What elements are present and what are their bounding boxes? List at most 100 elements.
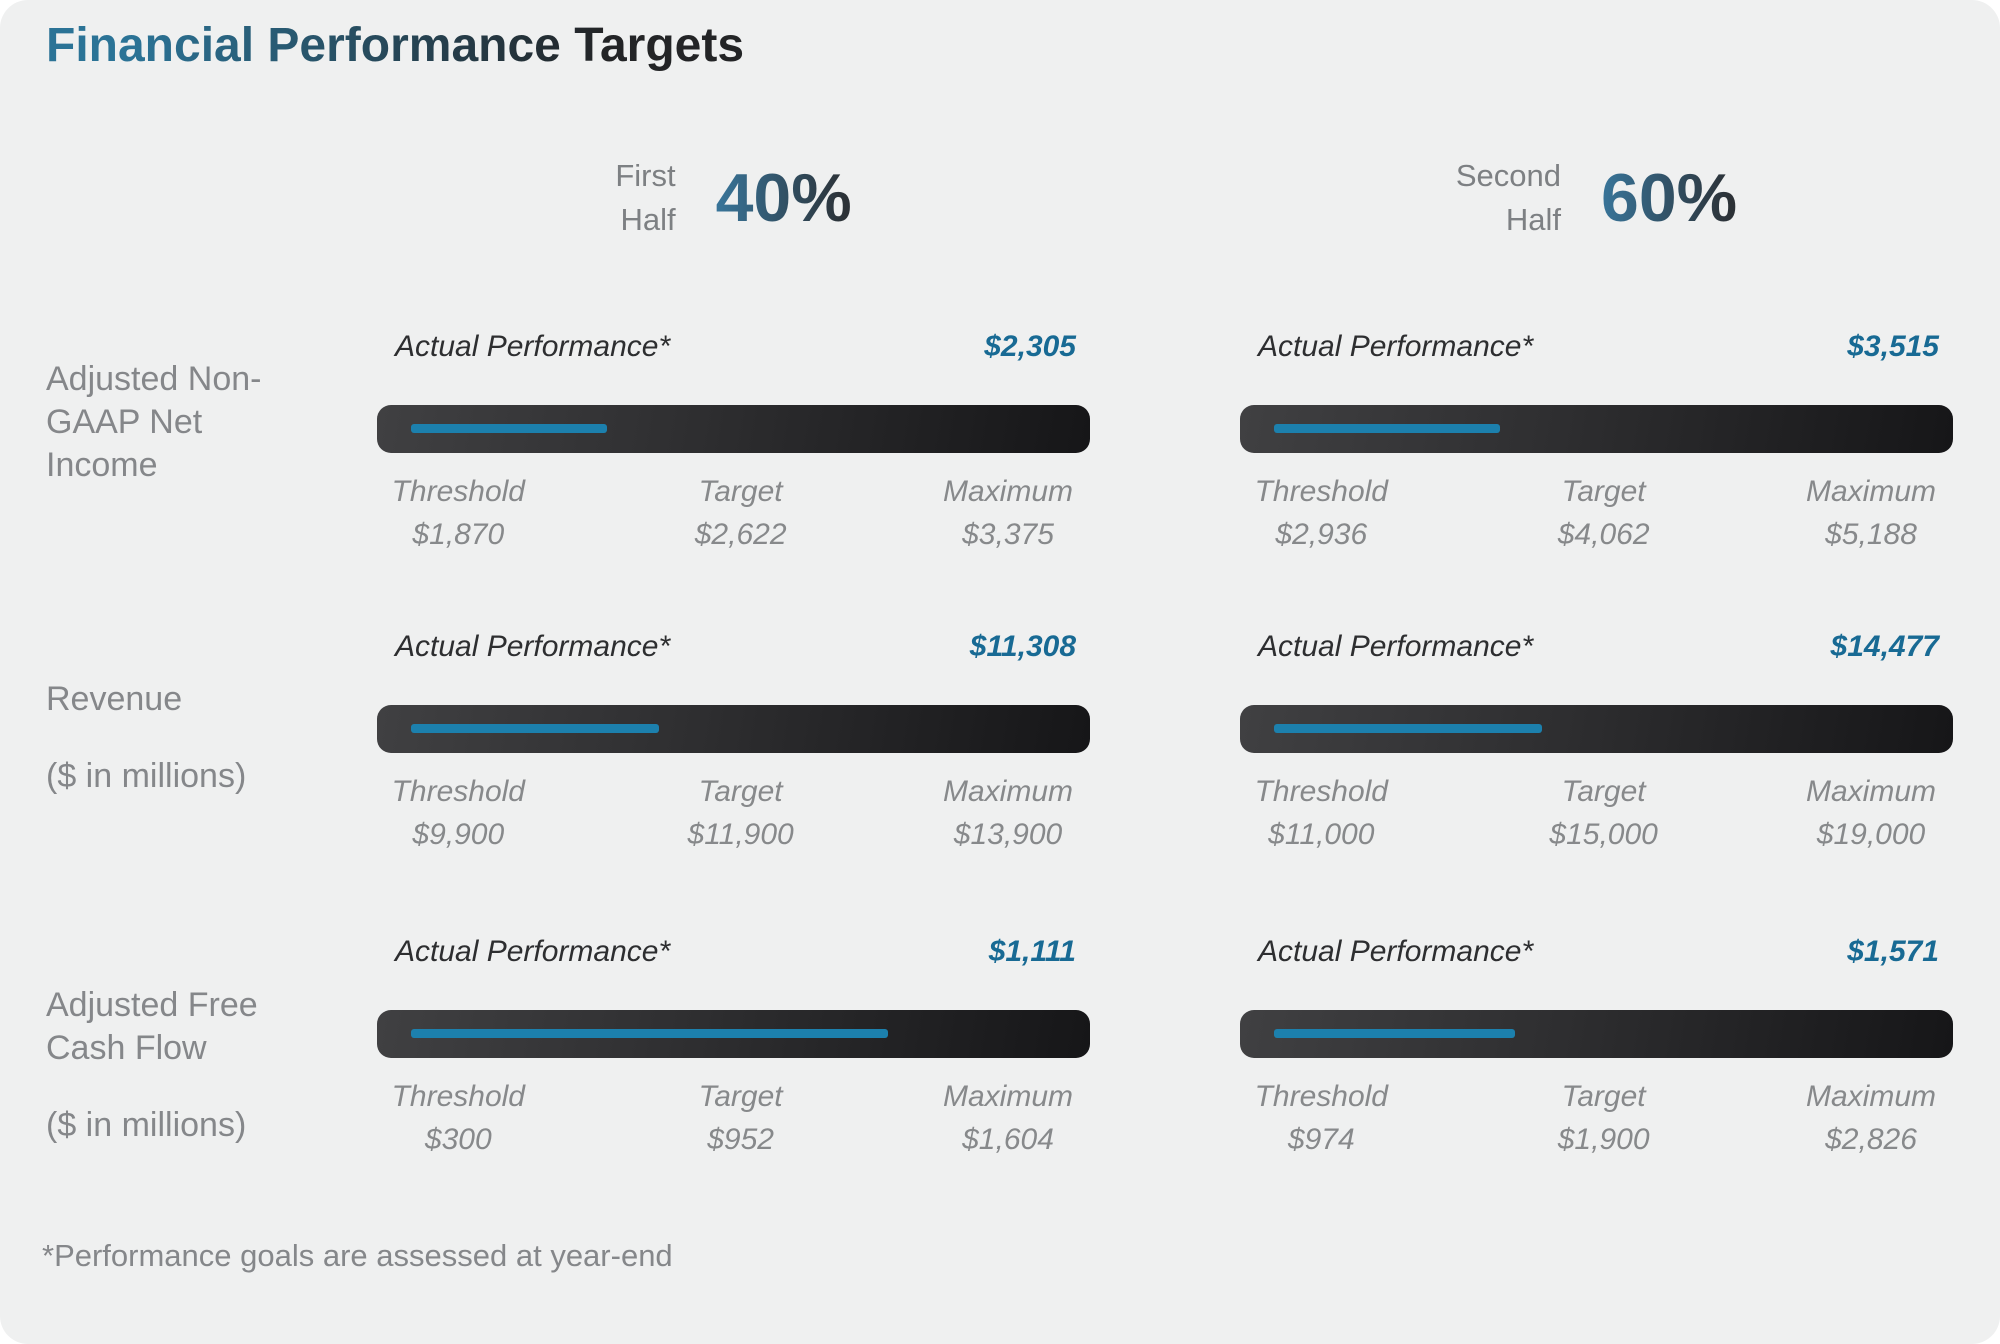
threshold-value: $300 [424,1123,492,1156]
performance-bar [377,705,1090,753]
target-tick: Target $4,062 [1558,470,1650,556]
threshold-label: Threshold [1254,475,1388,508]
performance-bar [1240,1010,1953,1058]
target-tick: Target $952 [699,1075,783,1161]
cell-revenue-first-half: Actual Performance* $11,308 Threshold $9… [377,630,1090,890]
maximum-tick: Maximum $1,604 [943,1075,1073,1161]
threshold-value: $11,000 [1268,818,1375,851]
target-tick: Target $15,000 [1549,770,1657,856]
maximum-label: Maximum [942,775,1074,808]
cell-free-cash-flow-first-half: Actual Performance* $1,111 Threshold $30… [377,935,1090,1195]
maximum-tick: Maximum $19,000 [1806,770,1936,856]
half-label-line: Second [1455,158,1562,193]
actual-performance-label: Actual Performance* [1258,330,1534,363]
target-label: Target [1561,1080,1646,1113]
target-value: $2,622 [694,518,787,551]
cell-net-income-second-half: Actual Performance* $3,515 Threshold $2,… [1240,330,1953,590]
threshold-value: $2,936 [1275,518,1368,551]
performance-bar [1240,405,1953,453]
footnote: *Performance goals are assessed at year-… [42,1238,673,1273]
maximum-tick: Maximum $2,826 [1806,1075,1936,1161]
maximum-tick: Maximum $5,188 [1806,470,1936,556]
actual-performance-line [411,724,659,733]
maximum-tick: Maximum $13,900 [943,770,1073,856]
threshold-tick: Threshold $300 [392,1075,525,1161]
actual-performance-label: Actual Performance* [395,630,671,663]
metric-unit-text: ($ in millions) [46,1106,247,1144]
actual-performance-line [411,1029,888,1038]
actual-row: Actual Performance* $2,305 [377,330,1090,364]
target-tick: Target $11,900 [688,770,794,856]
maximum-value: $1,604 [962,1123,1054,1156]
actual-row: Actual Performance* $11,308 [377,630,1090,664]
maximum-label: Maximum [1805,775,1937,808]
target-value: $4,062 [1557,518,1650,551]
maximum-label: Maximum [1805,475,1937,508]
target-label: Target [698,475,783,508]
actual-performance-value: $11,308 [969,630,1076,663]
tick-row: Threshold $1,870 Target $2,622 Maximum $… [377,470,1090,570]
threshold-label: Threshold [391,775,525,808]
first-half-column: First Half 40% Actual Performance* $2,30… [377,0,1090,1344]
cell-revenue-second-half: Actual Performance* $14,477 Threshold $1… [1240,630,1953,890]
target-label: Target [698,775,783,808]
metric-unit-text: ($ in millions) [46,757,247,795]
target-value: $15,000 [1549,818,1658,851]
maximum-value: $5,188 [1825,518,1917,551]
second-half-header: Second Half 60% [1240,148,1953,242]
threshold-tick: Threshold $9,900 [392,770,525,856]
actual-row: Actual Performance* $1,111 [377,935,1090,969]
metric-label-text: Revenue [46,680,183,718]
actual-performance-value: $2,305 [984,330,1076,363]
maximum-value: $3,375 [962,518,1054,551]
maximum-value: $13,900 [953,818,1063,851]
second-half-column: Second Half 60% Actual Performance* $3,5… [1240,0,1953,1344]
actual-performance-label: Actual Performance* [395,330,671,363]
performance-bar [377,1010,1090,1058]
actual-row: Actual Performance* $3,515 [1240,330,1953,364]
half-label-line: Half [1505,202,1562,237]
threshold-value: $1,870 [412,518,505,551]
actual-performance-line [1274,1029,1516,1038]
target-label: Target [1561,475,1646,508]
target-label: Target [698,1080,783,1113]
first-half-weight: 40% [716,148,852,232]
maximum-label: Maximum [942,475,1074,508]
actual-performance-value: $3,515 [1847,330,1939,363]
threshold-tick: Threshold $974 [1255,1075,1388,1161]
maximum-label: Maximum [1805,1080,1937,1113]
threshold-tick: Threshold $1,870 [392,470,525,556]
actual-performance-line [1274,724,1543,733]
actual-performance-label: Actual Performance* [1258,630,1534,663]
actual-performance-line [411,424,607,433]
actual-performance-value: $14,477 [1830,630,1939,663]
tick-row: Threshold $11,000 Target $15,000 Maximum… [1240,770,1953,870]
threshold-tick: Threshold $2,936 [1255,470,1388,556]
tick-row: Threshold $974 Target $1,900 Maximum $2,… [1240,1075,1953,1175]
actual-performance-label: Actual Performance* [395,935,671,968]
threshold-value: $974 [1287,1123,1355,1156]
metric-label-column: Adjusted Non-GAAP Net Income Revenue ($ … [46,0,316,1344]
threshold-label: Threshold [391,1080,525,1113]
threshold-label: Threshold [1254,775,1388,808]
tick-row: Threshold $9,900 Target $11,900 Maximum … [377,770,1090,870]
tick-row: Threshold $2,936 Target $4,062 Maximum $… [1240,470,1953,570]
half-label-line: First [615,158,676,193]
maximum-label: Maximum [942,1080,1074,1113]
metric-label-text: Adjusted Non-GAAP Net Income [46,360,262,484]
target-value: $11,900 [687,818,794,851]
actual-performance-value: $1,111 [988,935,1076,968]
metric-label-text: Adjusted Free Cash Flow [46,986,258,1067]
second-half-weight: 60% [1601,148,1737,232]
second-half-label: Second Half [1456,148,1561,242]
target-value: $1,900 [1557,1123,1650,1156]
actual-performance-value: $1,571 [1847,935,1939,968]
threshold-tick: Threshold $11,000 [1255,770,1388,856]
performance-bar [377,405,1090,453]
metric-label-net-income: Adjusted Non-GAAP Net Income [46,358,316,521]
metric-label-free-cash-flow: Adjusted Free Cash Flow ($ in millions) [46,984,316,1147]
cell-net-income-first-half: Actual Performance* $2,305 Threshold $1,… [377,330,1090,590]
page-title: Financial Performance Targets [46,19,745,72]
cell-free-cash-flow-second-half: Actual Performance* $1,571 Threshold $97… [1240,935,1953,1195]
performance-bar [1240,705,1953,753]
